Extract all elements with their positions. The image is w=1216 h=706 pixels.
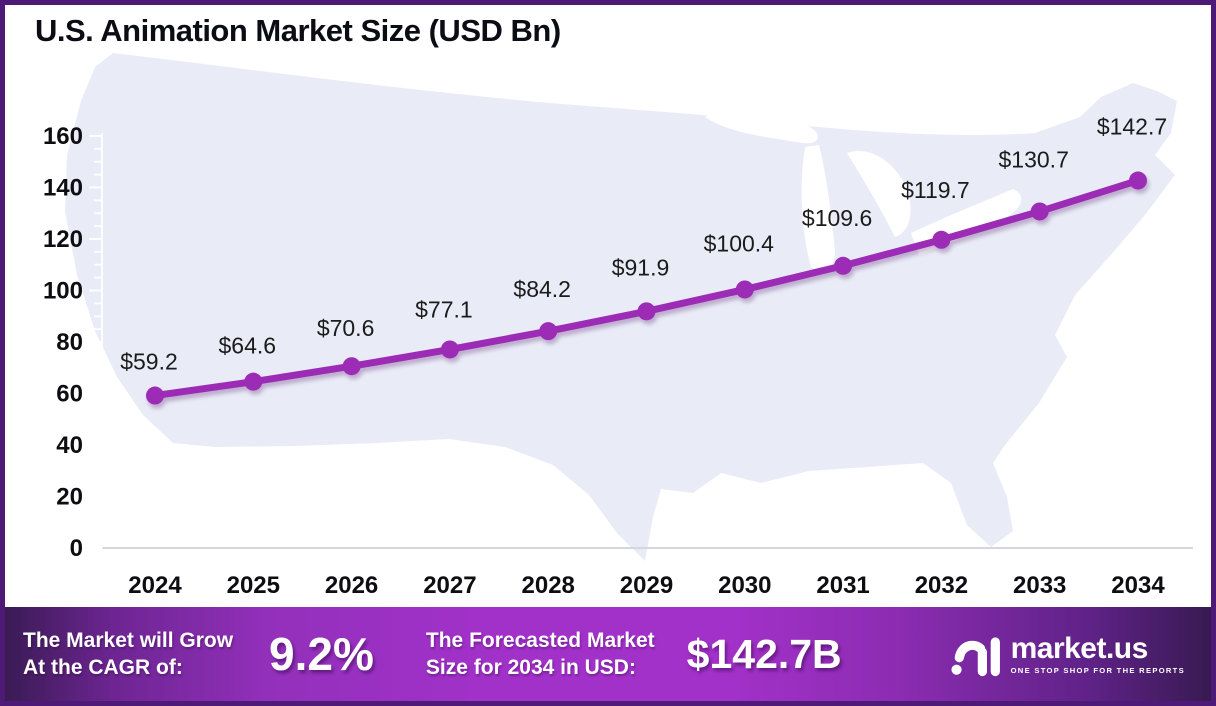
- market-us-logo-icon: [951, 637, 1000, 677]
- data-label-2024: $59.2: [120, 349, 178, 375]
- y-tick-label-20: 20: [56, 484, 83, 511]
- forecast-label-line2: Size for 2034 in USD:: [425, 656, 636, 679]
- y-tick-label-160: 160: [43, 123, 83, 150]
- y-tick-label-140: 140: [43, 175, 83, 202]
- brand-name: market.us: [1010, 631, 1149, 665]
- y-tick-label-40: 40: [56, 432, 83, 459]
- y-axis-labels: 0 20 40 60 80 100 120 140 160: [43, 123, 83, 562]
- brand-tagline: ONE STOP SHOP FOR THE REPORTS: [1010, 665, 1185, 675]
- data-label-2027: $77.1: [415, 296, 473, 322]
- data-point-2029: [637, 302, 656, 321]
- data-point-2031: [834, 256, 853, 275]
- brand-logo: market.us ONE STOP SHOP FOR THE REPORTS: [949, 630, 1185, 678]
- footer-banner: The Market will Grow At the CAGR of: 9.2…: [5, 607, 1211, 701]
- forecast-value: $142.7B: [686, 630, 842, 677]
- brand-text: market.us ONE STOP SHOP FOR THE REPORTS: [1010, 631, 1185, 675]
- x-tick-label-2026: 2026: [325, 572, 378, 599]
- y-tick-label-100: 100: [43, 278, 83, 305]
- x-tick-label-2031: 2031: [816, 572, 869, 599]
- x-axis-labels: 2024 2025 2026 2027 2028 2029 2030 2031 2032 2033…: [128, 572, 1165, 599]
- x-tick-label-2025: 2025: [227, 572, 280, 599]
- data-label-2025: $64.6: [219, 333, 277, 359]
- x-tick-label-2027: 2027: [423, 572, 476, 599]
- y-tick-label-120: 120: [43, 226, 83, 253]
- data-point-2025: [244, 372, 263, 391]
- us-map-silhouette: [65, 53, 1177, 561]
- y-tick-label-0: 0: [70, 535, 83, 562]
- data-label-2032: $119.7: [901, 177, 970, 203]
- data-point-2027: [440, 340, 459, 359]
- data-point-2032: [932, 230, 951, 249]
- data-label-2031: $109.6: [802, 205, 872, 231]
- x-tick-label-2032: 2032: [915, 572, 968, 599]
- forecast-label-line1: The Forecasted Market: [425, 629, 655, 652]
- cagr-label-line1: The Market will Grow: [23, 629, 234, 652]
- y-tick-label-60: 60: [56, 381, 83, 408]
- series-animation-market: [146, 171, 1147, 405]
- x-tick-label-2029: 2029: [620, 572, 673, 599]
- cagr-label: The Market will Grow At the CAGR of:: [23, 627, 233, 681]
- data-point-2033: [1030, 202, 1049, 221]
- data-point-labels: $59.2 $64.6 $70.6 $77.1 $84.2 $91.9 $100.4 $109…: [120, 114, 1167, 375]
- data-point-2024: [146, 386, 164, 405]
- x-tick-label-2024: 2024: [128, 572, 182, 599]
- chart-area: 0 20 40 60 80 100 120 140 160 2024 2025 2026 2027 20…: [5, 5, 1211, 617]
- x-tick-label-2028: 2028: [522, 572, 575, 599]
- page-title: U.S. Animation Market Size (USD Bn): [35, 13, 561, 48]
- cagr-label-line2: At the CAGR of:: [23, 656, 183, 679]
- data-label-2033: $130.7: [999, 146, 1069, 172]
- data-point-2034: [1129, 171, 1147, 190]
- forecast-label: The Forecasted Market Size for 2034 in U…: [426, 627, 655, 681]
- cagr-value: 9.2%: [269, 628, 374, 680]
- data-point-2026: [342, 357, 361, 376]
- x-tick-label-2034: 2034: [1111, 572, 1165, 599]
- data-label-2026: $70.6: [317, 315, 375, 341]
- data-label-2034: $142.7: [1097, 114, 1167, 140]
- data-label-2029: $91.9: [612, 254, 670, 280]
- y-tick-label-80: 80: [56, 329, 83, 356]
- x-tick-label-2030: 2030: [718, 572, 771, 599]
- data-point-2028: [539, 322, 558, 341]
- data-label-2030: $100.4: [704, 230, 775, 256]
- data-label-2028: $84.2: [513, 276, 571, 302]
- x-tick-label-2033: 2033: [1013, 572, 1066, 599]
- y-axis-ticks: [89, 135, 102, 549]
- data-point-2030: [735, 280, 754, 299]
